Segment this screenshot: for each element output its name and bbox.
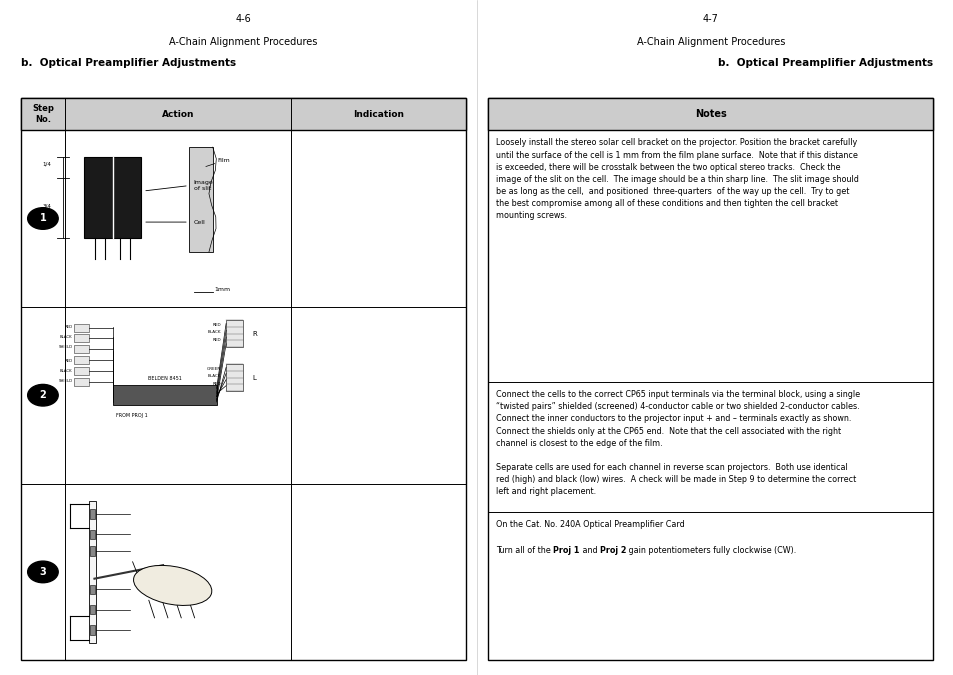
Bar bbox=[21, 98, 465, 130]
Text: 2: 2 bbox=[39, 390, 47, 400]
Text: On the Cat. No. 240A Optical Preamplifier Card: On the Cat. No. 240A Optical Preamplifie… bbox=[496, 520, 684, 529]
Bar bbox=[74, 356, 89, 364]
Bar bbox=[90, 510, 95, 519]
Text: L: L bbox=[253, 375, 256, 381]
Text: Loosely install the stereo solar cell bracket on the projector. Position the bra: Loosely install the stereo solar cell br… bbox=[496, 138, 858, 220]
Bar bbox=[189, 147, 213, 252]
Text: b.  Optical Preamplifier Adjustments: b. Optical Preamplifier Adjustments bbox=[21, 58, 235, 68]
Text: BELDEN 8451: BELDEN 8451 bbox=[148, 376, 181, 381]
Circle shape bbox=[28, 384, 58, 406]
Text: Image
of slit: Image of slit bbox=[193, 180, 213, 191]
Text: RED: RED bbox=[213, 381, 221, 385]
Text: BLACK: BLACK bbox=[60, 369, 72, 373]
Text: R: R bbox=[253, 331, 257, 337]
Text: A-Chain Alignment Procedures: A-Chain Alignment Procedures bbox=[169, 37, 317, 47]
Text: SHIELD: SHIELD bbox=[58, 345, 72, 349]
Text: Action: Action bbox=[161, 109, 194, 119]
Text: BLACK: BLACK bbox=[208, 330, 221, 334]
Bar bbox=[74, 323, 89, 331]
Text: FROM PROJ 1: FROM PROJ 1 bbox=[115, 413, 148, 418]
Bar bbox=[488, 98, 932, 130]
Text: 4-6: 4-6 bbox=[235, 14, 251, 24]
Text: Indication: Indication bbox=[353, 109, 403, 119]
Text: Connect the cells to the correct CP65 input terminals via the terminal block, us: Connect the cells to the correct CP65 in… bbox=[496, 390, 860, 448]
Bar bbox=[74, 345, 89, 353]
Bar bbox=[90, 530, 95, 539]
Text: Turn all of the: Turn all of the bbox=[496, 545, 553, 555]
Text: b.  Optical Preamplifier Adjustments: b. Optical Preamplifier Adjustments bbox=[718, 58, 932, 68]
Bar bbox=[74, 377, 89, 385]
Circle shape bbox=[28, 208, 58, 230]
Text: RED: RED bbox=[64, 358, 72, 362]
Bar bbox=[74, 367, 89, 375]
Circle shape bbox=[28, 561, 58, 583]
Text: 3: 3 bbox=[39, 567, 47, 577]
Text: 4-7: 4-7 bbox=[702, 14, 718, 24]
Text: RED: RED bbox=[64, 325, 72, 329]
Text: 1: 1 bbox=[39, 213, 47, 223]
Text: A-Chain Alignment Procedures: A-Chain Alignment Procedures bbox=[636, 37, 784, 47]
Text: 1mm: 1mm bbox=[214, 288, 230, 292]
Text: and: and bbox=[579, 545, 599, 555]
Bar bbox=[112, 385, 216, 405]
Bar bbox=[84, 157, 141, 238]
Bar bbox=[74, 334, 89, 342]
Bar bbox=[90, 585, 95, 594]
Bar bbox=[90, 605, 95, 614]
Bar bbox=[21, 98, 465, 660]
Bar bbox=[89, 501, 96, 643]
Text: Notes: Notes bbox=[694, 109, 726, 119]
Text: SHIELD: SHIELD bbox=[58, 379, 72, 383]
Text: Step
No.: Step No. bbox=[32, 105, 53, 124]
Bar bbox=[226, 364, 243, 391]
Text: 1/4: 1/4 bbox=[43, 161, 51, 167]
Text: gain potentiometers fully clockwise (CW).: gain potentiometers fully clockwise (CW)… bbox=[626, 545, 796, 555]
Text: RED: RED bbox=[213, 338, 221, 342]
Text: Proj 1: Proj 1 bbox=[553, 545, 579, 555]
Text: Film: Film bbox=[217, 158, 230, 163]
Text: Proj 2: Proj 2 bbox=[599, 545, 626, 555]
Bar bbox=[90, 547, 95, 556]
Bar bbox=[90, 625, 95, 634]
Text: GREEN: GREEN bbox=[207, 367, 221, 371]
Bar bbox=[488, 98, 932, 660]
Bar bbox=[226, 320, 243, 347]
Text: RED: RED bbox=[213, 323, 221, 327]
Text: Cell: Cell bbox=[193, 219, 205, 225]
Ellipse shape bbox=[133, 566, 212, 605]
Text: BLACK: BLACK bbox=[208, 374, 221, 378]
Text: 3/4: 3/4 bbox=[43, 203, 51, 209]
Text: Separate cells are used for each channel in reverse scan projectors.  Both use i: Separate cells are used for each channel… bbox=[496, 463, 856, 496]
Text: BLACK: BLACK bbox=[60, 335, 72, 339]
